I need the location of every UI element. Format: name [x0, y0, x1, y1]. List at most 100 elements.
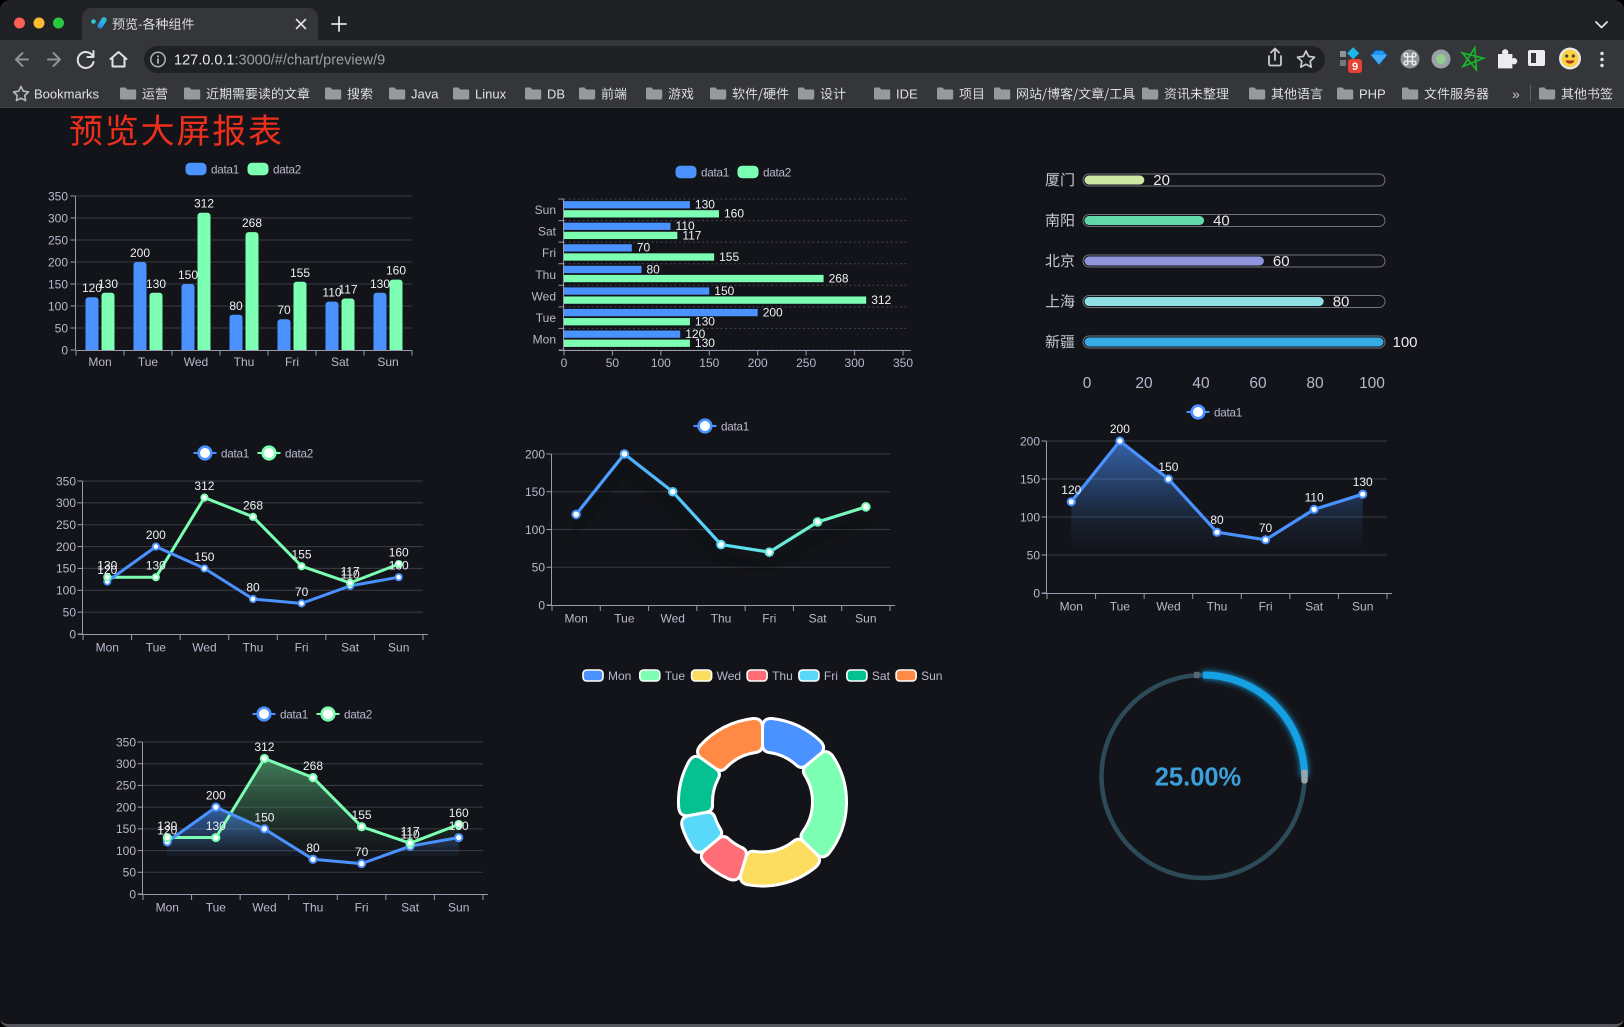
svg-text:data1: data1 [701, 166, 729, 179]
svg-text:110: 110 [676, 219, 695, 233]
svg-text:Sun: Sun [921, 669, 942, 683]
svg-text:130: 130 [97, 559, 117, 573]
svg-text:150: 150 [56, 562, 76, 576]
svg-text:Mon: Mon [96, 641, 119, 655]
svg-text:130: 130 [98, 277, 118, 291]
svg-text:200: 200 [206, 789, 226, 803]
svg-text:Wed: Wed [184, 355, 208, 369]
svg-text:Thu: Thu [234, 355, 255, 369]
svg-text:Mon: Mon [564, 612, 587, 626]
svg-text:130: 130 [695, 315, 715, 329]
svg-text:Sun: Sun [377, 355, 398, 369]
svg-text:Sat: Sat [538, 225, 557, 239]
svg-text:300: 300 [48, 211, 68, 225]
svg-text:100: 100 [1393, 334, 1418, 351]
svg-text:130: 130 [389, 559, 409, 573]
svg-text:110: 110 [341, 567, 360, 581]
svg-text:130: 130 [146, 559, 166, 573]
svg-text:40: 40 [1213, 213, 1230, 230]
svg-text:127.0.0.1:3000/#/chart/preview: 127.0.0.1:3000/#/chart/preview/9 [174, 53, 385, 69]
svg-text:268: 268 [829, 271, 849, 285]
svg-text:Sun: Sun [1352, 600, 1373, 614]
svg-text:0: 0 [1083, 375, 1092, 392]
svg-text:155: 155 [292, 548, 312, 562]
svg-text:150: 150 [178, 268, 198, 282]
svg-text:Bookmarks: Bookmarks [34, 87, 100, 102]
svg-text:Sat: Sat [401, 901, 420, 915]
svg-text:200: 200 [146, 528, 166, 542]
svg-text:20: 20 [1135, 375, 1153, 392]
svg-text:Thu: Thu [535, 268, 556, 282]
svg-text:Fri: Fri [1259, 600, 1273, 614]
svg-text:Tue: Tue [536, 311, 557, 325]
svg-text:Sat: Sat [872, 669, 891, 683]
svg-text:110: 110 [322, 286, 341, 300]
svg-text:Linux: Linux [475, 87, 507, 102]
svg-text:70: 70 [277, 303, 291, 317]
svg-text:130: 130 [449, 819, 469, 833]
svg-text:200: 200 [48, 255, 68, 269]
svg-text:130: 130 [206, 819, 226, 833]
svg-text:Wed: Wed [1156, 600, 1180, 614]
svg-text:50: 50 [55, 321, 69, 335]
svg-text:Thu: Thu [772, 669, 793, 683]
svg-text:»: » [1512, 86, 1520, 102]
svg-text:150: 150 [699, 356, 719, 370]
svg-text:130: 130 [695, 336, 715, 350]
svg-text:60: 60 [1273, 253, 1290, 270]
svg-text:Mon: Mon [1060, 600, 1083, 614]
svg-text:50: 50 [123, 866, 137, 880]
svg-text:200: 200 [56, 540, 76, 554]
svg-text:268: 268 [243, 498, 263, 512]
svg-text:Fri: Fri [824, 669, 838, 683]
svg-text:Wed: Wed [717, 669, 741, 683]
svg-text:70: 70 [1259, 521, 1273, 535]
svg-text:50: 50 [606, 356, 620, 370]
svg-text:Sun: Sun [448, 901, 469, 915]
svg-text:Mon: Mon [608, 669, 631, 683]
svg-text:80: 80 [1210, 513, 1224, 527]
svg-text:312: 312 [871, 293, 891, 307]
svg-text:117: 117 [338, 283, 357, 297]
svg-text:80: 80 [1306, 375, 1324, 392]
svg-text:117: 117 [401, 825, 420, 839]
svg-text:350: 350 [116, 735, 136, 749]
svg-text:Mon: Mon [533, 333, 556, 347]
svg-text:Tue: Tue [1110, 600, 1131, 614]
svg-text:250: 250 [48, 233, 68, 247]
svg-text:200: 200 [1020, 434, 1040, 448]
svg-text:0: 0 [538, 598, 545, 612]
svg-text:70: 70 [637, 241, 651, 255]
svg-text:80: 80 [246, 581, 260, 595]
svg-text:Fri: Fri [285, 355, 299, 369]
svg-text:200: 200 [763, 305, 783, 319]
svg-text:25.00%: 25.00% [1155, 764, 1242, 792]
svg-text:312: 312 [254, 740, 274, 754]
svg-text:Tue: Tue [665, 669, 686, 683]
svg-text:350: 350 [56, 474, 76, 488]
svg-text:120: 120 [1061, 483, 1081, 497]
svg-text:PHP: PHP [1359, 87, 1386, 102]
svg-text:IDE: IDE [896, 87, 918, 102]
svg-text:80: 80 [1333, 294, 1350, 311]
svg-text:50: 50 [532, 561, 546, 575]
svg-text:150: 150 [116, 822, 136, 836]
svg-text:data1: data1 [221, 447, 249, 460]
svg-text:0: 0 [1033, 586, 1040, 600]
svg-text:150: 150 [194, 550, 214, 564]
svg-text:Thu: Thu [1207, 600, 1228, 614]
svg-text:50: 50 [1027, 548, 1041, 562]
svg-text:0: 0 [129, 887, 136, 901]
svg-text:Fri: Fri [762, 612, 776, 626]
svg-text:60: 60 [1249, 375, 1267, 392]
svg-text:130: 130 [146, 277, 166, 291]
svg-text:data2: data2 [285, 447, 313, 460]
svg-text:Thu: Thu [711, 612, 732, 626]
svg-text:Wed: Wed [660, 612, 684, 626]
svg-text:100: 100 [1020, 510, 1040, 524]
svg-text:Sun: Sun [855, 612, 876, 626]
svg-text:268: 268 [303, 759, 323, 773]
svg-text:Thu: Thu [243, 641, 264, 655]
svg-text:Wed: Wed [192, 641, 216, 655]
svg-text:Fri: Fri [295, 641, 309, 655]
